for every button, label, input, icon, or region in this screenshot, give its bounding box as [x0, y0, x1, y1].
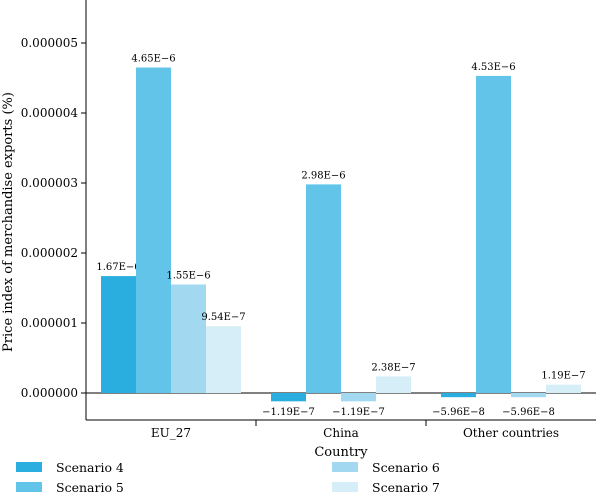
legend-swatch	[332, 482, 358, 492]
legend-label: Scenario 6	[372, 459, 440, 475]
bar-scenario-6-eu-27	[171, 284, 206, 393]
legend-swatch	[332, 462, 358, 472]
bar-scenario-6-other-countries	[511, 393, 546, 398]
data-label: 2.98E−6	[301, 170, 345, 181]
data-label: −5.96E−8	[432, 407, 485, 418]
data-label: 4.65E−6	[131, 54, 175, 65]
legend-label: Scenario 7	[372, 479, 440, 495]
data-label: 1.55E−6	[166, 271, 210, 282]
legend: Scenario 4 Scenario 5 Scenario 6 Scenario 7	[16, 458, 496, 498]
bar-scenario-6-china	[341, 393, 376, 402]
bar-scenario-4-other-countries	[441, 393, 476, 398]
x-axis-title: Country	[314, 445, 368, 460]
data-label: −1.19E−7	[262, 407, 315, 418]
bar-scenario-5-eu-27	[136, 67, 171, 393]
bar-scenario-5-other-countries	[476, 75, 511, 394]
bar-scenario-4-eu-27	[101, 276, 136, 393]
bar-scenario-7-other-countries	[546, 384, 581, 393]
x-tick-label: Other countries	[463, 426, 559, 440]
bar-chart: 0.000000 0.000001 0.000002 0.000003 0.000004…	[1, 0, 596, 460]
y-tick-label: 0.000002	[21, 246, 78, 260]
bar-scenario-5-china	[306, 184, 341, 393]
y-tick-label: 0.000004	[21, 106, 79, 120]
bar-scenario-7-china	[376, 376, 411, 393]
data-label: 2.38E−7	[371, 362, 415, 373]
bar-scenario-7-eu-27	[206, 326, 241, 393]
legend-label: Scenario 5	[56, 479, 124, 495]
y-tick-label: 0.000005	[21, 36, 78, 50]
legend-item-scenario-7: Scenario 7	[332, 478, 440, 496]
y-axis-title: Price index of merchandise exports (%)	[1, 92, 16, 352]
x-tick-label: EU_27	[151, 426, 191, 440]
data-label: −1.19E−7	[332, 407, 385, 418]
x-tick-label: China	[323, 426, 359, 440]
legend-swatch	[16, 462, 42, 472]
y-tick-label: 0.000003	[21, 176, 78, 190]
legend-item-scenario-5: Scenario 5	[16, 478, 124, 496]
legend-item-scenario-4: Scenario 4	[16, 458, 124, 476]
data-label: −5.96E−8	[502, 407, 555, 418]
data-label: 9.54E−7	[201, 312, 245, 323]
data-label: 1.19E−7	[541, 371, 585, 382]
y-tick-label: 0.000001	[21, 316, 78, 330]
legend-swatch	[16, 482, 42, 492]
legend-label: Scenario 4	[56, 459, 124, 475]
data-label: 4.53E−6	[471, 62, 515, 73]
data-label: 1.67E−6	[96, 262, 140, 273]
legend-item-scenario-6: Scenario 6	[332, 458, 440, 476]
bar-scenario-4-china	[271, 393, 306, 402]
y-tick-label: 0.000000	[21, 386, 78, 400]
